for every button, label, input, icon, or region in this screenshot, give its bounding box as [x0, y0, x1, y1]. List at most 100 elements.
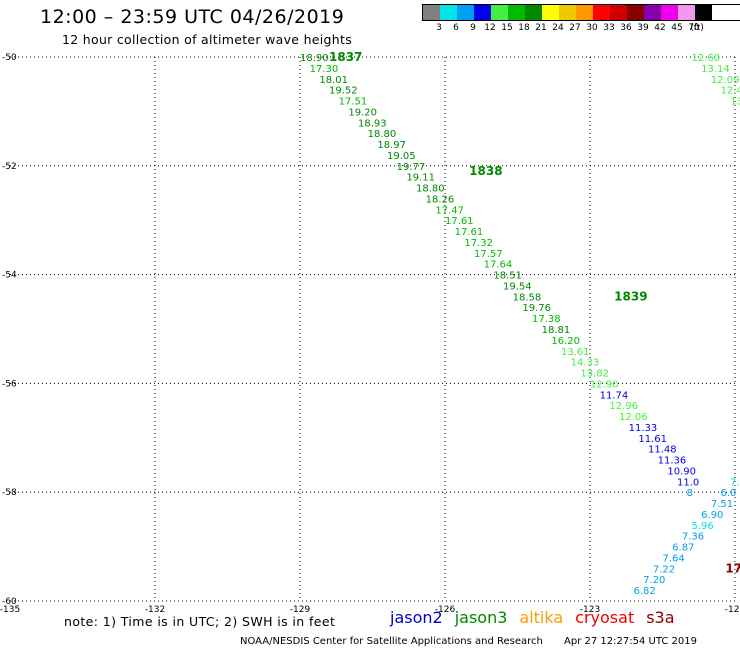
data-point-label: 11.61 [638, 434, 667, 445]
time-annotation: 1839 [614, 289, 647, 303]
chart-title: 12:00 – 23:59 UTC 04/26/2019 [40, 6, 345, 28]
satellite-cryosat: cryosat [575, 608, 635, 627]
legend-swatch [610, 5, 627, 20]
data-point-label: 18.01 [319, 75, 348, 86]
legend-label: 24 [552, 23, 564, 33]
data-point-label: 17.30 [310, 64, 339, 75]
data-point-label: 19.76 [522, 303, 551, 314]
legend-labels: 3 6 9 12 15 18 21 24 27 30 33 36 39 42 45 70 (ft) [422, 21, 740, 35]
data-point-label: 14.33 [571, 358, 600, 369]
time-annotation: 1837 [329, 50, 362, 64]
y-tick-label: -58 [2, 488, 17, 498]
data-point-label: 7.20 [643, 575, 665, 586]
data-point-label: 19.77 [397, 162, 426, 173]
legend-swatch [440, 5, 457, 20]
data-point-label: 13.61 [561, 347, 590, 358]
legend-swatch [525, 5, 542, 20]
legend-swatch [678, 5, 695, 20]
legend-label: 6 [453, 23, 459, 33]
data-point-label: 6.87 [672, 543, 694, 554]
data-point-label: 7.64 [663, 553, 685, 564]
data-point-label: 19.05 [387, 151, 416, 162]
legend-label: 9 [470, 23, 476, 33]
data-point-label: 11.74 [600, 390, 629, 401]
legend-swatch [593, 5, 610, 20]
data-point-label: 6.90 [701, 510, 723, 521]
legend-swatch [542, 5, 559, 20]
legend-swatch [695, 5, 712, 20]
color-legend: 3 6 9 12 15 18 21 24 27 30 33 36 39 42 45 70 (ft) [422, 4, 740, 35]
data-point-label: 5.96 [692, 521, 714, 532]
legend-label: 18 [518, 23, 530, 33]
legend-label: 15 [501, 23, 513, 33]
data-point-label: 18.80 [416, 184, 445, 195]
credit-text: NOAA/NESDIS Center for Satellite Applica… [240, 636, 543, 647]
data-point-label: 7. [730, 477, 740, 488]
time-annotation: 1706 [725, 561, 740, 575]
legend-label: 36 [620, 23, 632, 33]
legend-swatch [661, 5, 678, 20]
legend-swatch [627, 5, 644, 20]
legend-label: 45 [671, 23, 683, 33]
data-point-label: 16.20 [551, 336, 580, 347]
legend-swatch [474, 5, 491, 20]
data-point-label: 18.80 [368, 129, 397, 140]
y-tick-label: -50 [2, 53, 17, 63]
x-tick-label: -123 [580, 605, 600, 615]
data-point-label: 11.48 [648, 445, 677, 456]
legend-swatch [576, 5, 593, 20]
data-point-label: 13.35 [730, 97, 740, 108]
legend-swatch [644, 5, 661, 20]
data-point-label: 12.41 [721, 86, 740, 97]
credit-timestamp: Apr 27 12:27:54 UTC 2019 [564, 636, 697, 647]
legend-label: 3 [436, 23, 442, 33]
time-annotation: 1838 [469, 164, 502, 178]
data-point-label: 12.09 [711, 75, 740, 86]
data-point-label: 19.11 [406, 173, 435, 184]
satellite-jason3: jason3 [454, 608, 508, 627]
data-point-label: 18.81 [542, 325, 571, 336]
legend-unit: (ft) [690, 23, 704, 33]
data-point-label: 17.61 [455, 227, 484, 238]
data-point-label: 17.61 [445, 216, 474, 227]
legend-swatch [457, 5, 474, 20]
chart-subtitle: 12 hour collection of altimeter wave hei… [62, 32, 353, 47]
data-point-label: 18.51 [493, 271, 522, 282]
data-point-label: 11.36 [658, 456, 687, 467]
x-tick-label: -132 [145, 605, 165, 615]
y-tick-label: -56 [2, 379, 17, 389]
x-tick-label: -135 [0, 605, 20, 615]
data-point-label: 17.47 [435, 205, 464, 216]
data-point-label: 13.14 [701, 64, 730, 75]
credit-line: NOAA/NESDIS Center for Satellite Applica… [240, 636, 715, 647]
data-point-label: 18.97 [377, 140, 406, 151]
legend-label: 21 [535, 23, 547, 33]
x-tick-label: -126 [435, 605, 456, 615]
legend-label: 42 [654, 23, 666, 33]
data-point-label: 11.33 [629, 423, 658, 434]
legend-swatch [508, 5, 525, 20]
legend-swatch [491, 5, 508, 20]
legend-swatches [422, 4, 740, 21]
legend-label: 12 [484, 23, 496, 33]
legend-label: 27 [569, 23, 581, 33]
data-point-label: 7.36 [682, 532, 704, 543]
data-point-label: 18.93 [358, 118, 387, 129]
data-point-label: 10.90 [667, 466, 696, 477]
satellite-legend: jason2 jason3 altika cryosat s3a [390, 608, 687, 627]
data-point-label: 18.90 [300, 53, 329, 64]
data-point-label: 12.90 [590, 379, 619, 390]
y-tick-label: -54 [2, 271, 17, 281]
data-point-label: 19.20 [348, 107, 377, 118]
data-point-label: 17.51 [339, 97, 368, 108]
data-point-label: 7.51 [711, 499, 733, 510]
data-point-label: 7.22 [653, 564, 675, 575]
legend-label: 70 [688, 23, 700, 33]
legend-label: 30 [586, 23, 598, 33]
data-point-label: 17.32 [464, 238, 493, 249]
data-point-label: 17.64 [484, 260, 513, 271]
data-point-label: 11.0 [677, 477, 699, 488]
legend-label: 33 [603, 23, 615, 33]
data-point-label: 8 [687, 488, 693, 499]
